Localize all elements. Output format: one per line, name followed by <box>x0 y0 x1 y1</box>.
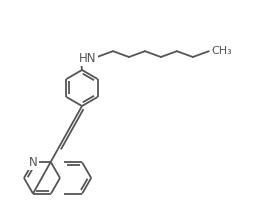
Text: HN: HN <box>79 52 97 65</box>
Text: N: N <box>29 156 37 169</box>
Text: CH₃: CH₃ <box>212 46 232 56</box>
